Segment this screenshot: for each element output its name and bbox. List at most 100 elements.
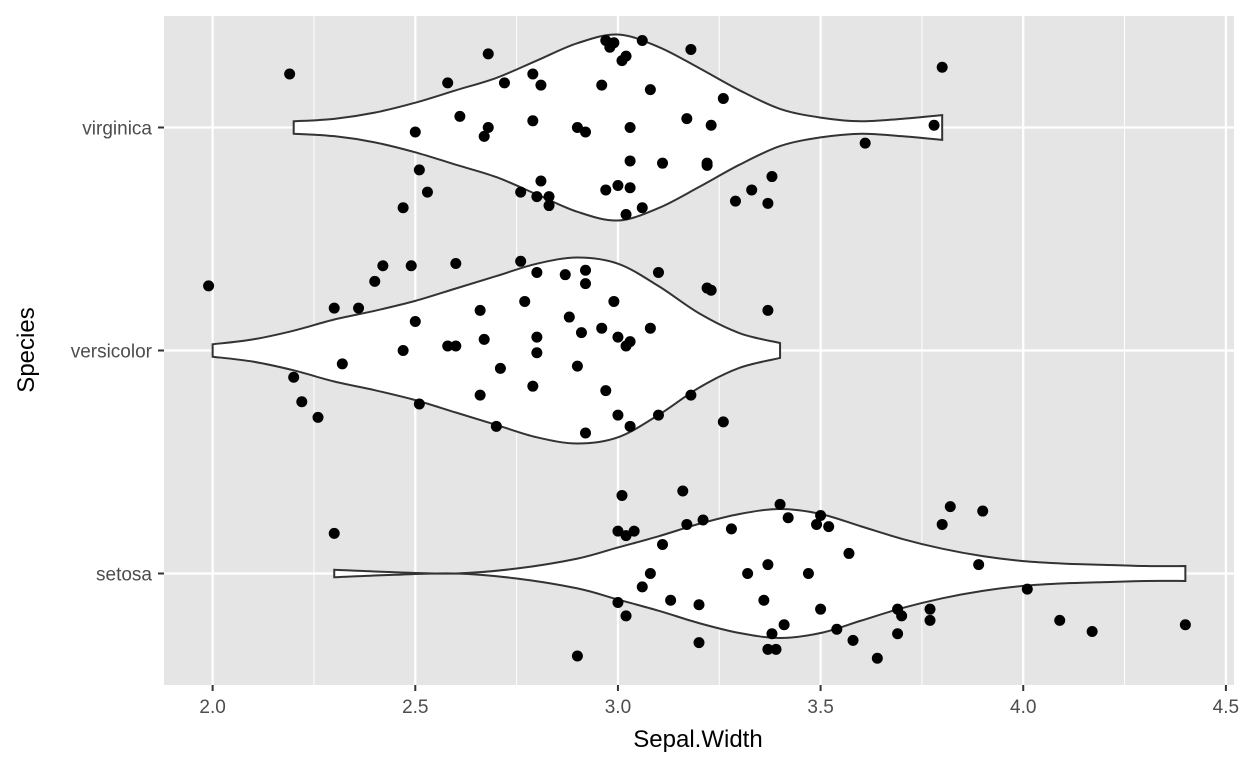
point-setosa bbox=[936, 518, 948, 530]
violin-versicolor bbox=[211, 256, 782, 445]
point-versicolor bbox=[705, 284, 717, 296]
y-tick-label: setosa bbox=[96, 565, 152, 586]
point-virginica bbox=[600, 184, 612, 196]
point-virginica bbox=[596, 79, 608, 91]
point-versicolor bbox=[442, 340, 454, 352]
point-virginica bbox=[705, 119, 717, 131]
point-setosa bbox=[620, 610, 632, 622]
point-setosa bbox=[847, 634, 859, 646]
point-virginica bbox=[482, 48, 494, 60]
point-virginica bbox=[746, 184, 758, 196]
point-setosa bbox=[1021, 583, 1033, 595]
point-versicolor bbox=[559, 269, 571, 281]
point-setosa bbox=[616, 489, 628, 501]
point-setosa bbox=[811, 518, 823, 530]
point-virginica bbox=[527, 68, 539, 80]
point-versicolor bbox=[624, 420, 636, 432]
point-versicolor bbox=[571, 360, 583, 372]
point-virginica bbox=[636, 35, 648, 47]
point-virginica bbox=[624, 182, 636, 194]
point-virginica bbox=[413, 164, 425, 176]
point-virginica bbox=[482, 122, 494, 133]
point-setosa bbox=[677, 485, 689, 497]
x-axis: 2.0 2.5 3.0 3.5 4.0 4.5 bbox=[199, 685, 1239, 718]
point-setosa bbox=[571, 650, 583, 662]
point-versicolor bbox=[652, 409, 664, 421]
point-virginica bbox=[636, 202, 648, 214]
point-versicolor bbox=[409, 316, 421, 328]
point-virginica bbox=[859, 137, 871, 149]
point-versicolor bbox=[397, 345, 409, 356]
point-setosa bbox=[628, 525, 640, 537]
point-setosa bbox=[742, 568, 754, 579]
x-tick-label: 3.5 bbox=[807, 697, 833, 718]
point-versicolor bbox=[377, 260, 389, 272]
point-versicolor bbox=[596, 322, 608, 334]
point-virginica bbox=[701, 157, 713, 169]
point-versicolor bbox=[405, 260, 417, 272]
point-setosa bbox=[782, 512, 794, 524]
point-versicolor bbox=[527, 380, 539, 392]
point-virginica bbox=[580, 126, 592, 138]
point-virginica bbox=[571, 122, 583, 133]
point-virginica bbox=[624, 155, 636, 167]
point-setosa bbox=[612, 596, 624, 608]
violin-virginica bbox=[292, 33, 944, 222]
point-setosa bbox=[896, 610, 908, 622]
point-setosa bbox=[644, 568, 656, 579]
point-versicolor bbox=[490, 420, 502, 432]
point-virginica bbox=[515, 186, 527, 198]
point-versicolor bbox=[296, 396, 308, 408]
point-versicolor bbox=[328, 302, 340, 314]
point-virginica bbox=[681, 113, 693, 125]
point-setosa bbox=[815, 603, 827, 615]
point-versicolor bbox=[413, 398, 425, 410]
point-setosa bbox=[871, 652, 883, 664]
point-setosa bbox=[697, 514, 709, 526]
point-setosa bbox=[977, 505, 989, 517]
point-setosa bbox=[770, 643, 782, 655]
point-versicolor bbox=[644, 322, 656, 334]
point-setosa bbox=[831, 623, 843, 635]
point-versicolor bbox=[612, 409, 624, 421]
point-versicolor bbox=[494, 362, 506, 374]
point-versicolor bbox=[600, 385, 612, 397]
x-tick-label: 4.0 bbox=[1010, 697, 1036, 718]
point-virginica bbox=[543, 200, 555, 212]
point-versicolor bbox=[580, 278, 592, 290]
point-virginica bbox=[442, 77, 454, 89]
point-versicolor bbox=[580, 264, 592, 276]
point-versicolor bbox=[474, 304, 486, 316]
point-virginica bbox=[454, 110, 466, 122]
point-virginica bbox=[527, 115, 539, 127]
point-virginica bbox=[284, 68, 296, 80]
point-virginica bbox=[498, 77, 510, 89]
point-setosa bbox=[762, 643, 774, 655]
point-virginica bbox=[766, 171, 778, 183]
x-tick-label: 4.5 bbox=[1213, 697, 1239, 718]
point-setosa bbox=[758, 594, 770, 606]
point-versicolor bbox=[762, 304, 774, 316]
point-versicolor bbox=[336, 358, 348, 370]
point-versicolor bbox=[519, 295, 531, 307]
point-versicolor bbox=[288, 371, 300, 383]
point-setosa bbox=[924, 614, 936, 626]
point-versicolor bbox=[531, 347, 543, 359]
point-setosa bbox=[612, 525, 624, 537]
point-setosa bbox=[973, 559, 985, 571]
point-versicolor bbox=[531, 331, 543, 343]
point-setosa bbox=[802, 568, 814, 579]
point-setosa bbox=[766, 628, 778, 640]
point-versicolor bbox=[474, 389, 486, 401]
point-versicolor bbox=[580, 427, 592, 439]
point-versicolor bbox=[353, 302, 365, 314]
point-virginica bbox=[717, 93, 729, 105]
point-versicolor bbox=[312, 411, 324, 423]
point-virginica bbox=[608, 37, 620, 49]
point-versicolor bbox=[369, 275, 381, 287]
point-setosa bbox=[944, 501, 956, 513]
violins bbox=[211, 33, 1187, 639]
point-setosa bbox=[1054, 614, 1066, 626]
point-setosa bbox=[843, 547, 855, 559]
y-axis-title: Species bbox=[13, 307, 40, 392]
